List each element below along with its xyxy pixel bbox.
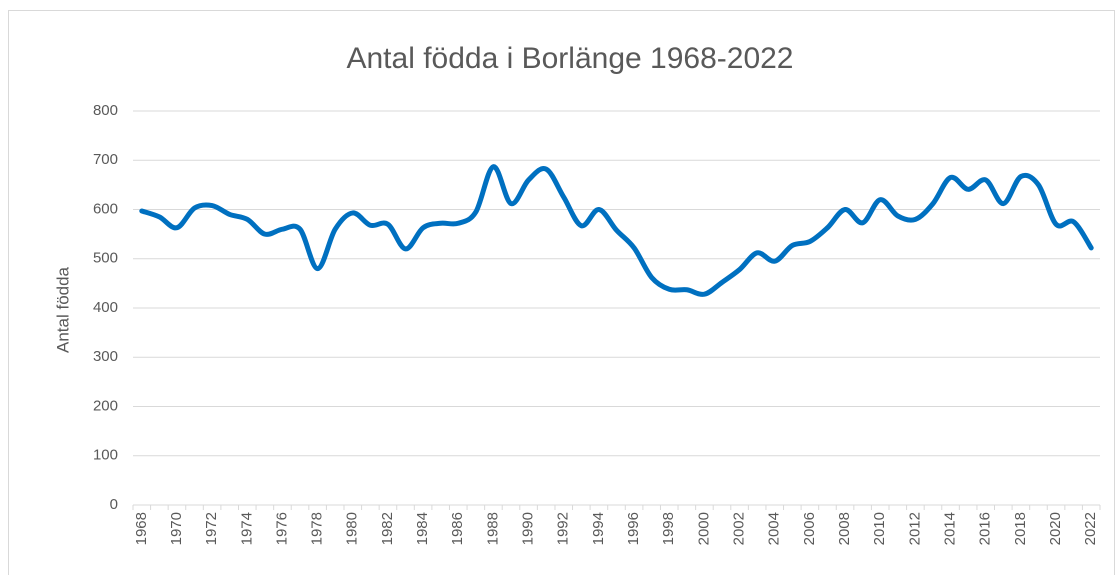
chart-border	[8, 10, 1115, 575]
x-tick-label: 1978	[309, 512, 326, 545]
x-tick-label: 2016	[977, 512, 994, 545]
x-tick-label: 2006	[801, 512, 818, 545]
y-tick-label: 300	[93, 348, 118, 365]
x-tick-label: 1994	[590, 512, 607, 545]
x-tick-label: 1980	[344, 512, 361, 545]
x-tick-label: 1998	[660, 512, 677, 545]
x-tick-label: 2002	[731, 512, 748, 545]
y-tick-label: 800	[93, 102, 118, 119]
y-axis-label: Antal födda	[53, 266, 72, 353]
x-tick-label: 1988	[484, 512, 501, 545]
x-tick-label: 2012	[906, 512, 923, 545]
x-tick-label: 2004	[766, 512, 783, 545]
x-tick-label: 2020	[1047, 512, 1064, 545]
y-tick-label: 100	[93, 447, 118, 464]
x-tick-label: 1990	[520, 512, 537, 545]
x-tick-label: 1984	[414, 512, 431, 545]
y-tick-label: 400	[93, 299, 118, 316]
chart-title: Antal födda i Borlänge 1968-2022	[346, 42, 793, 75]
x-tick-label: 2022	[1082, 512, 1099, 545]
x-tick-label: 2018	[1012, 512, 1029, 545]
y-tick-label: 500	[93, 250, 118, 267]
x-tick-label: 2008	[836, 512, 853, 545]
x-tick-label: 1996	[625, 512, 642, 545]
x-tick-label: 1972	[203, 512, 220, 545]
x-tick-label: 1976	[273, 512, 290, 545]
y-tick-label: 600	[93, 200, 118, 217]
y-tick-label: 0	[110, 496, 118, 513]
y-tick-label: 200	[93, 397, 118, 414]
x-tick-label: 1974	[238, 512, 255, 545]
x-tick-label: 1992	[555, 512, 572, 545]
x-tick-label: 1986	[449, 512, 466, 545]
x-tick-label: 2014	[942, 512, 959, 545]
x-tick-label: 2000	[695, 512, 712, 545]
x-tick-label: 1970	[168, 512, 185, 545]
y-tick-label: 700	[93, 151, 118, 168]
x-tick-label: 1968	[133, 512, 150, 545]
x-tick-label: 2010	[871, 512, 888, 545]
line-series	[139, 164, 1094, 297]
x-tick-label: 1982	[379, 512, 396, 545]
